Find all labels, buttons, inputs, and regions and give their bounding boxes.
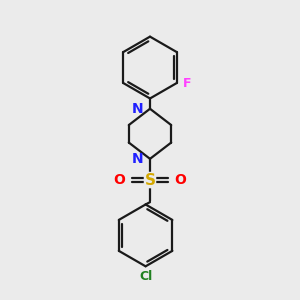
Text: O: O — [175, 173, 187, 187]
Text: F: F — [183, 76, 192, 89]
Text: N: N — [132, 102, 143, 116]
Text: N: N — [132, 152, 143, 166]
Text: Cl: Cl — [139, 270, 152, 283]
Text: O: O — [113, 173, 125, 187]
Text: S: S — [145, 172, 155, 188]
